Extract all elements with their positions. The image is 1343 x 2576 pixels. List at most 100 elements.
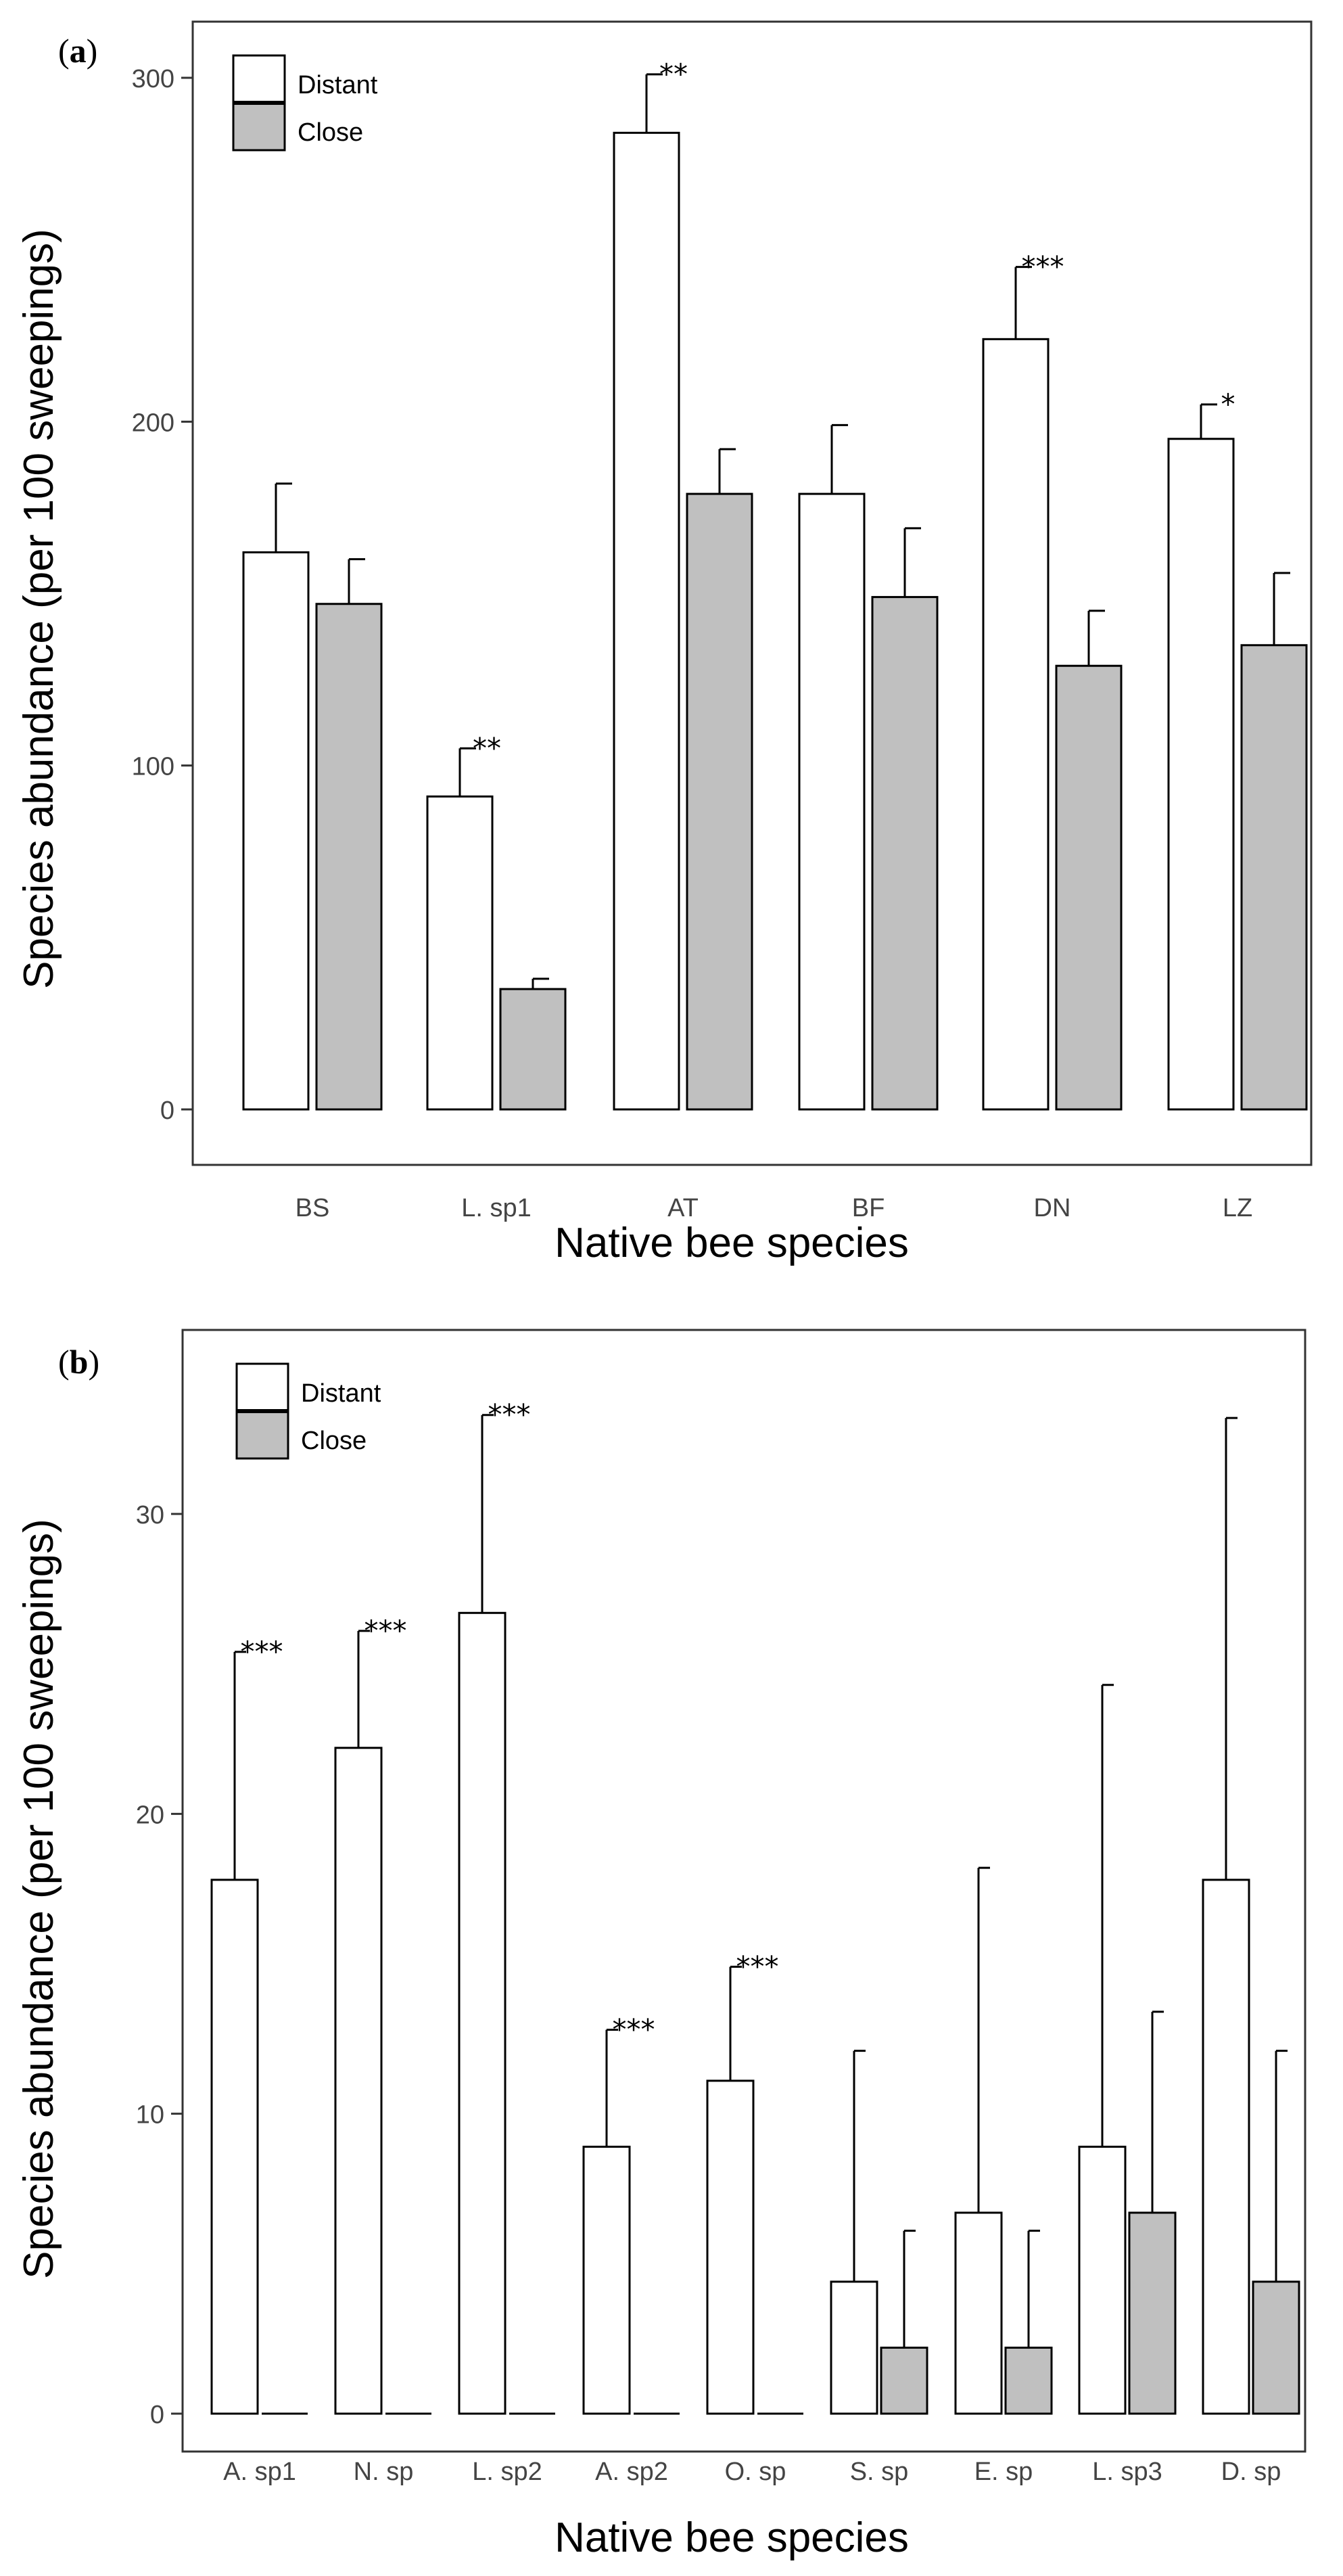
panel-a-bars (242, 131, 1308, 1111)
panel-b-bar-distant-n-sp (334, 1747, 383, 2415)
panel-b-y-tick-label: 10 (136, 2101, 164, 2130)
panel-a-y-tick-label: 300 (132, 65, 174, 93)
panel-b-x-tick-l-sp2: L. sp2 (472, 2458, 542, 2486)
panel-a-y-tick-label: 0 (160, 1097, 174, 1125)
panel-b-significance: *** *** *** *** *** (241, 1398, 779, 2046)
panel-b-bar-close-s-sp (880, 2346, 928, 2415)
panel-a-legend-swatch-distant (232, 54, 286, 104)
panel-b-x-tick-o-sp: O. sp (725, 2458, 786, 2486)
panel-b-y-tick-label: 30 (136, 1501, 164, 1530)
panel-a-bar-distant-l-sp1 (426, 795, 494, 1111)
panel-a-legend-distant: Distant (298, 71, 378, 99)
panel-a-letter: a (70, 32, 87, 70)
panel-b-frame (181, 1329, 1306, 2453)
panel-a-error-close-bs (348, 558, 365, 604)
panel-b-error-distant-o-sp (729, 1965, 742, 2081)
panel-a-x-tick-dn: DN (1034, 1194, 1071, 1222)
panel-b-bar-distant-l-sp3 (1078, 2145, 1127, 2415)
panel-a-x-tick-lz: LZ (1223, 1194, 1252, 1222)
panel-a-bar-close-lz (1240, 644, 1308, 1111)
panel-b-error-bars (233, 1414, 1288, 2348)
panel-b-x-axis-title: Native bee species (555, 2514, 909, 2561)
panel-b-error-distant-s-sp (853, 2050, 866, 2282)
panel-b-x-tick-s-sp: S. sp (850, 2458, 909, 2486)
panel-b-bar-distant-a-sp1 (210, 1879, 259, 2415)
panel-a-error-distant-bf (830, 423, 848, 495)
panel-b-legend-swatch-distant (235, 1362, 289, 1412)
panel-b-error-close-s-sp (903, 2230, 916, 2348)
panel-b-error-close-e-sp (1027, 2230, 1040, 2348)
panel-a-bar-distant-at (613, 131, 680, 1111)
panel-a-frame (191, 20, 1313, 1166)
panel-a-bar-close-bf (871, 596, 939, 1111)
panel-b-label: (b) (58, 1343, 99, 1381)
panel-a-y-tick-label: 200 (132, 409, 174, 437)
panel-b-error-distant-l-sp3 (1101, 1684, 1114, 2147)
panel-a-bar-distant-bf (798, 492, 866, 1111)
panel-b-error-distant-l-sp2 (481, 1414, 494, 1613)
panel-b-bar-distant-s-sp (830, 2280, 878, 2415)
panel-b-y-ticks: 0 10 20 30 (136, 1501, 183, 2429)
panel-b-bar-close-e-sp (1004, 2346, 1053, 2415)
panel-b-bar-distant-a-sp2 (582, 2145, 631, 2415)
panel-a-label: (a) (58, 32, 97, 70)
panel-b-significance-n-sp: *** (364, 1614, 407, 1647)
panel-b-x-tick-d-sp: D. sp (1221, 2458, 1281, 2486)
panel-b-y-axis-title: Species abundance (per 100 sweepings) (16, 1519, 62, 2279)
panel-b-significance-a-sp1: *** (241, 1635, 283, 1668)
panel-a-legend-swatch-close (232, 101, 286, 152)
panel-a-x-tick-bs: BS (296, 1194, 330, 1222)
panel-a-significance-dn: *** (1022, 250, 1064, 283)
panel-b-x-tick-n-sp: N. sp (354, 2458, 414, 2486)
panel-b-letter: b (70, 1343, 89, 1381)
panel-b-error-close-l-sp3 (1151, 2010, 1164, 2213)
panel-b-bar-close-d-sp (1252, 2280, 1300, 2415)
panel-a-error-distant-dn (1014, 266, 1032, 340)
panel-a-error-distant-l-sp1 (458, 747, 476, 797)
panel-b-error-distant-n-sp (357, 1630, 370, 1748)
panel-b-x-tick-labels: A. sp1 N. sp L. sp2 A. sp2 O. sp S. sp E. sp L.… (223, 2458, 1281, 2486)
panel-b-bar-distant-d-sp (1202, 1879, 1250, 2415)
panel-a-error-bars (275, 73, 1290, 990)
panel-a-significance-lz: * (1221, 388, 1235, 421)
panel-a-error-distant-lz (1200, 403, 1217, 439)
panel-a-error-close-l-sp1 (532, 978, 549, 990)
panel-a-error-close-lz (1273, 572, 1290, 645)
panel-b-y-tick-label: 0 (150, 2401, 164, 2429)
panel-a-legend-close: Close (298, 118, 363, 147)
panel-b-error-distant-e-sp (977, 1866, 990, 2213)
panel-b-legend-distant: Distant (301, 1379, 381, 1408)
panel-a-bar-distant-dn (982, 338, 1050, 1111)
panel-a-bar-close-bs (315, 603, 383, 1111)
panel-b-legend-swatch-close (235, 1410, 289, 1460)
panel-a-error-close-dn (1087, 610, 1105, 666)
panel-b-error-distant-a-sp1 (233, 1651, 246, 1880)
panel-a-x-tick-labels: BS L. sp1 AT BF DN LZ (296, 1194, 1253, 1222)
panel-b-error-close-d-sp (1275, 2050, 1288, 2282)
panel-a-y-axis-title: Species abundance (per 100 sweepings) (16, 229, 62, 989)
panel-a-x-axis-title: Native bee species (555, 1220, 909, 1266)
panel-a-y-ticks: 0 100 200 300 (132, 65, 193, 1125)
panel-b-significance-a-sp2: *** (613, 2013, 655, 2046)
panel-a-bar-close-at (686, 492, 753, 1111)
panel-a-bar-distant-lz (1167, 438, 1235, 1111)
panel-b-bars (210, 1611, 1300, 2415)
panel-a-bar-distant-bs (242, 551, 310, 1111)
panel-a-significance-at: ** (659, 58, 688, 91)
panel-b-significance-o-sp: *** (736, 1950, 779, 1983)
panel-a-error-close-bf (903, 527, 921, 597)
panel-b-bar-distant-l-sp2 (458, 1611, 506, 2415)
panel-b: (b) 0 10 20 30 *** *** *** *** *** A. sp1 N. sp L… (16, 1329, 1306, 2561)
panel-b-bar-distant-o-sp (706, 2079, 755, 2415)
panel-a-error-distant-bs (275, 482, 292, 553)
panel-a-error-distant-at (645, 73, 663, 133)
panel-a-significance-l-sp1: ** (473, 731, 501, 764)
panel-a-significance: ******** (473, 58, 1235, 764)
panel-a-bar-close-l-sp1 (499, 988, 567, 1111)
panel-b-x-tick-e-sp: E. sp (974, 2458, 1033, 2486)
panel-a-x-tick-l-sp1: L. sp1 (461, 1194, 532, 1222)
panel-b-y-tick-label: 20 (136, 1801, 164, 1829)
panel-b-x-tick-a-sp1: A. sp1 (223, 2458, 296, 2486)
